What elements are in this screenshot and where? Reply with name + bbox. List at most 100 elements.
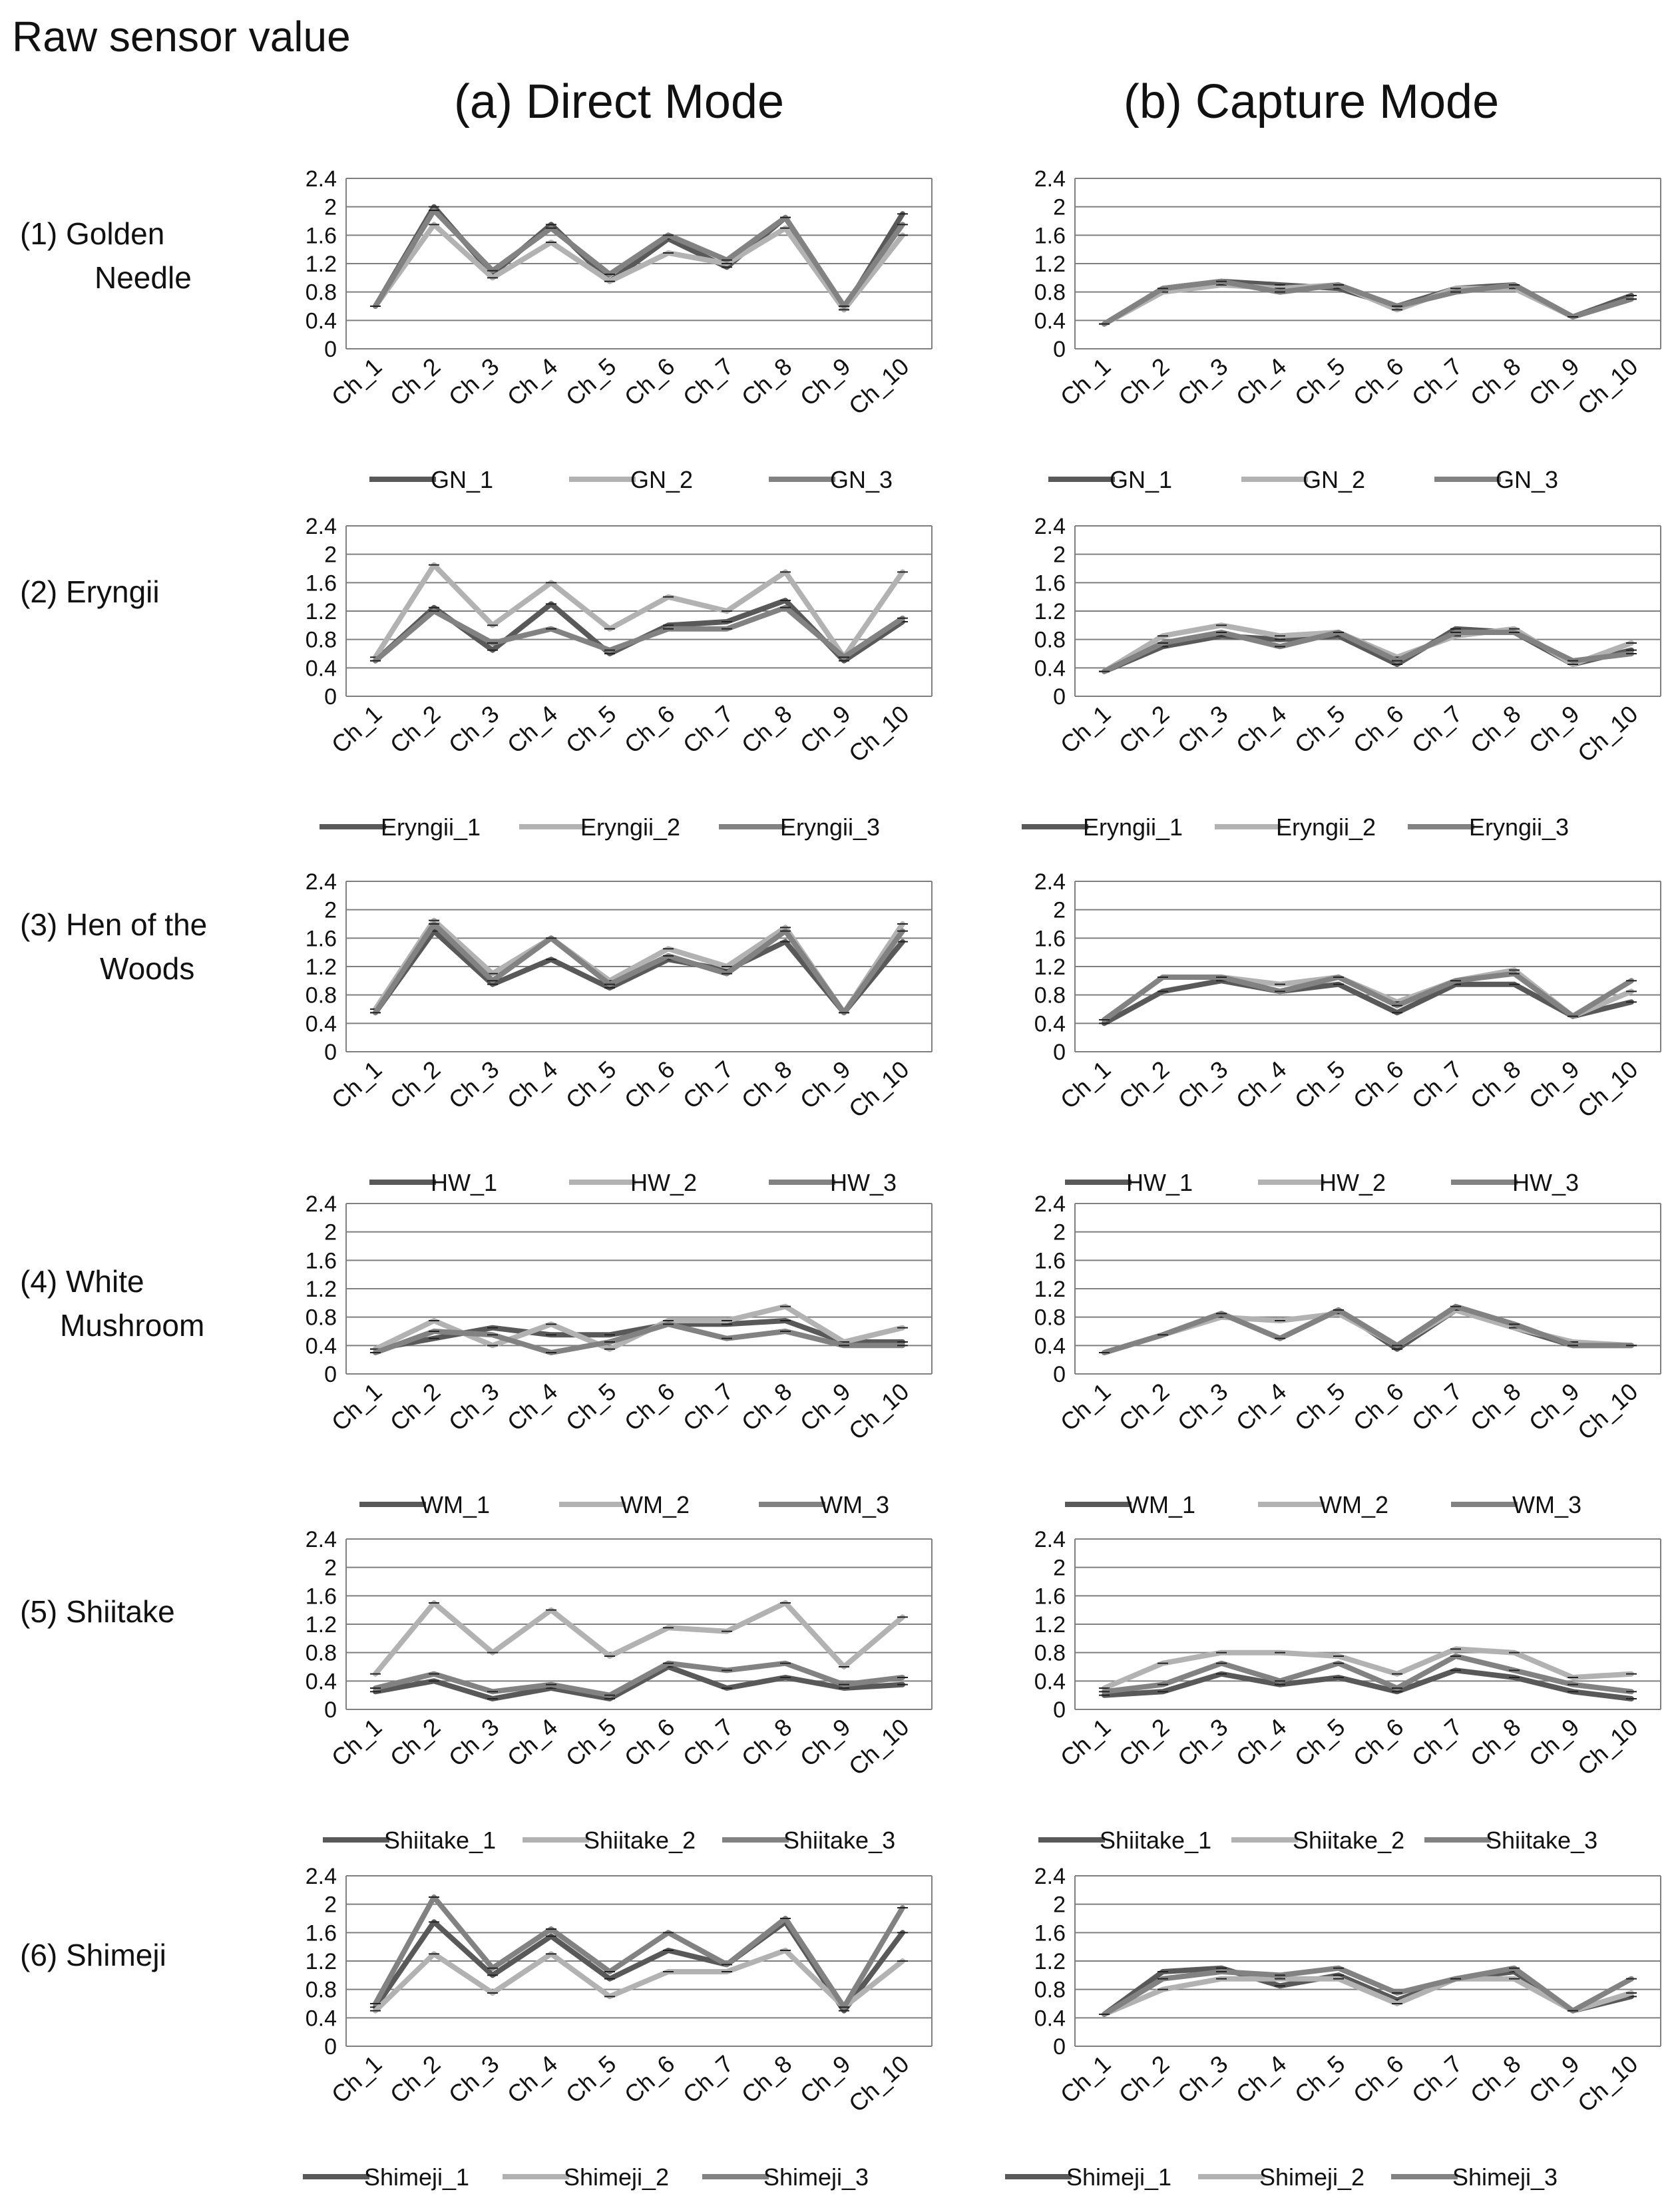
series-line-Shimeji_3: [373, 1894, 905, 2010]
y-tick-label: 2: [324, 195, 337, 220]
legend-label: Shimeji_3: [1452, 2163, 1558, 2191]
y-tick-label: 0.8: [1034, 280, 1066, 306]
x-tick-label: Ch_3: [443, 1377, 504, 1436]
series-line-Shimeji_2: [1102, 1976, 1634, 2017]
series-line-Shiitake_1: [1102, 1667, 1634, 1701]
x-tick-label: Ch_3: [1172, 1713, 1233, 1771]
x-tick-label: Ch_6: [619, 352, 680, 411]
x-tick-label: Ch_6: [1348, 1713, 1408, 1771]
y-tick-label: 0.8: [1034, 1978, 1066, 2003]
x-tick-label: Ch_7: [678, 1055, 738, 1114]
series-line-Shimeji_3: [1102, 1965, 1634, 2017]
y-tick-label: 2.4: [306, 1527, 337, 1552]
y-tick-label: 1.2: [306, 599, 337, 624]
legend-label: GN_1: [1110, 466, 1172, 493]
x-tick-label: Ch_2: [1114, 1377, 1174, 1436]
row-label-line: Mushroom: [60, 1308, 205, 1343]
chart-panel-2-capture: 00.40.81.21.622.4Ch_1Ch_2Ch_3Ch_4Ch_5Ch_…: [1022, 514, 1661, 841]
y-tick-label: 0.8: [306, 1978, 337, 2003]
chart-panel-6-capture: 00.40.81.21.622.4Ch_1Ch_2Ch_3Ch_4Ch_5Ch_…: [1005, 1864, 1661, 2191]
y-tick-label: 2: [1053, 1556, 1066, 1581]
x-tick-label: Ch_3: [443, 700, 504, 758]
y-tick-label: 2: [1053, 1892, 1066, 1918]
chart-panel-4-capture: 00.40.81.21.622.4Ch_1Ch_2Ch_3Ch_4Ch_5Ch_…: [1034, 1192, 1661, 1518]
x-tick-label: Ch_2: [385, 2050, 445, 2108]
legend-label: WM_1: [1126, 1491, 1195, 1518]
x-tick-label: Ch_10: [843, 352, 914, 419]
x-tick-label: Ch_6: [619, 1377, 680, 1436]
y-tick-label: 0.8: [306, 280, 337, 306]
y-tick-label: 2: [1053, 898, 1066, 923]
legend-label: GN_2: [630, 466, 693, 493]
legend-label: HW_1: [1126, 1169, 1193, 1196]
y-tick-label: 0.4: [306, 656, 337, 681]
y-tick-label: 1.2: [306, 252, 337, 277]
row-label-shiitake: (5) Shiitake: [20, 1590, 175, 1634]
x-tick-label: Ch_7: [678, 1713, 738, 1771]
x-tick-label: Ch_10: [843, 1713, 914, 1780]
y-tick-label: 1.2: [1034, 955, 1066, 980]
y-tick-label: 0.4: [1034, 1669, 1066, 1694]
y-tick-label: 1.6: [1034, 926, 1066, 951]
x-tick-label: Ch_2: [385, 1055, 445, 1114]
legend-label: Shiitake_2: [584, 1827, 696, 1854]
x-tick-label: Ch_8: [1465, 700, 1526, 758]
y-tick-label: 2.4: [1034, 166, 1066, 192]
x-tick-label: Ch_6: [619, 2050, 680, 2108]
series-line-HW_1: [373, 928, 905, 1016]
x-tick-label: Ch_7: [1406, 2050, 1467, 2108]
series-line-HW_3: [1102, 971, 1634, 1022]
y-tick-label: 2.4: [306, 514, 337, 539]
y-tick-label: 2.4: [1034, 1192, 1066, 1217]
legend-label: Shimeji_1: [364, 2163, 469, 2191]
x-tick-label: Ch_5: [560, 1055, 621, 1114]
y-tick-label: 1.6: [1034, 1248, 1066, 1273]
series-line-HW_1: [1102, 978, 1634, 1026]
x-tick-label: Ch_6: [1348, 700, 1408, 758]
legend-label: HW_3: [1512, 1169, 1579, 1196]
legend-label: HW_2: [630, 1169, 697, 1196]
legend-label: Shiitake_3: [783, 1827, 895, 1854]
row-label-line: (1) Golden: [20, 216, 165, 251]
y-tick-label: 2.4: [1034, 1864, 1066, 1889]
y-tick-label: 1.2: [1034, 599, 1066, 624]
series-line-Eryngii_2: [373, 562, 905, 660]
y-tick-label: 1.6: [1034, 1920, 1066, 1946]
y-tick-label: 0.4: [306, 1669, 337, 1694]
y-tick-label: 1.2: [306, 1277, 337, 1302]
legend-label: Eryngii_3: [780, 813, 880, 841]
x-tick-label: Ch_7: [1406, 700, 1467, 758]
legend-label: GN_2: [1303, 466, 1365, 493]
legend-label: Shimeji_2: [1259, 2163, 1365, 2191]
legend-label: WM_3: [820, 1491, 889, 1518]
series-line-GN_3: [373, 208, 905, 309]
legend-label: Eryngii_2: [580, 813, 680, 841]
series-line-WM_3: [373, 1321, 905, 1355]
x-tick-label: Ch_2: [1114, 1055, 1174, 1114]
y-tick-label: 0.4: [1034, 1333, 1066, 1359]
y-tick-label: 1.6: [1034, 223, 1066, 248]
legend-label: WM_2: [1319, 1491, 1388, 1518]
y-tick-label: 0: [324, 337, 337, 362]
y-tick-label: 1.2: [1034, 1277, 1066, 1302]
x-tick-label: Ch_7: [1406, 1055, 1467, 1114]
x-tick-label: Ch_3: [443, 2050, 504, 2108]
series-line-HW_3: [373, 921, 905, 1016]
y-tick-label: 0.8: [306, 983, 337, 1008]
row-label-eryngii: (2) Eryngii: [20, 570, 160, 614]
x-tick-label: Ch_10: [843, 1055, 914, 1122]
chart-panel-5-capture: 00.40.81.21.622.4Ch_1Ch_2Ch_3Ch_4Ch_5Ch_…: [1034, 1527, 1661, 1854]
legend-label: Eryngii_2: [1276, 813, 1376, 841]
x-tick-label: Ch_4: [502, 700, 562, 758]
x-tick-label: Ch_5: [1289, 1377, 1350, 1436]
legend-label: Shiitake_1: [384, 1827, 496, 1854]
x-tick-label: Ch_10: [843, 700, 914, 767]
y-tick-label: 1.2: [306, 1949, 337, 1974]
y-tick-label: 0: [1053, 1697, 1066, 1723]
y-tick-label: 2.4: [1034, 1527, 1066, 1552]
row-label-line: (5) Shiitake: [20, 1594, 175, 1629]
y-tick-label: 0.8: [306, 1641, 337, 1666]
y-tick-label: 1.2: [306, 955, 337, 980]
x-tick-label: Ch_10: [1572, 1377, 1643, 1444]
